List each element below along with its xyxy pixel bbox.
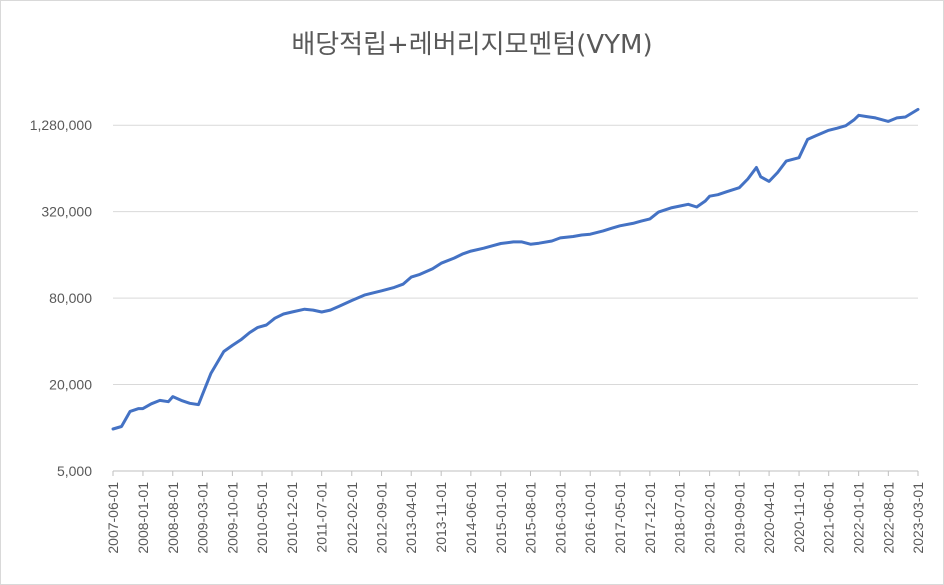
x-tick-label: 2017-05-01 <box>612 482 628 554</box>
x-tick-label: 2013-11-01 <box>433 482 449 553</box>
x-tick-label: 2019-02-01 <box>702 482 718 554</box>
x-tick-label: 2010-12-01 <box>284 482 300 554</box>
x-tick-label: 2022-01-01 <box>851 482 867 554</box>
x-tick-label: 2010-05-01 <box>254 482 270 554</box>
x-tick-label: 2009-10-01 <box>224 482 240 554</box>
x-tick-label: 2009-03-01 <box>194 482 210 554</box>
x-tick-label: 2016-10-01 <box>582 482 598 554</box>
y-tick-label: 320,000 <box>41 204 92 220</box>
y-tick-label: 1,280,000 <box>30 117 92 133</box>
x-tick-label: 2008-01-01 <box>135 482 151 554</box>
x-tick-label: 2014-06-01 <box>463 482 479 554</box>
y-tick-label: 80,000 <box>49 290 92 306</box>
series-line <box>111 107 920 431</box>
x-tick-label: 2015-08-01 <box>522 482 538 554</box>
y-tick-label: 5,000 <box>57 463 92 479</box>
x-tick-label: 2021-06-01 <box>821 482 837 554</box>
x-tick-label: 2023-03-01 <box>910 482 926 554</box>
x-tick-label: 2012-02-01 <box>344 482 360 554</box>
chart-title: 배당적립+레버리지모멘텀(VYM) <box>291 30 653 60</box>
x-tick-label: 2020-04-01 <box>761 482 777 554</box>
x-tick-label: 2019-09-01 <box>731 482 747 554</box>
x-tick-label: 2020-11-01 <box>791 482 807 553</box>
x-tick-label: 2011-07-01 <box>314 482 330 553</box>
x-tick-label: 2022-08-01 <box>880 482 896 554</box>
x-tick-label: 2007-06-01 <box>105 482 121 554</box>
x-tick-label: 2018-07-01 <box>672 482 688 554</box>
x-tick-label: 2012-09-01 <box>374 482 390 554</box>
x-tick-label: 2015-01-01 <box>493 482 509 554</box>
x-tick-label: 2016-03-01 <box>552 482 568 554</box>
x-tick-label: 2017-12-01 <box>642 482 658 554</box>
y-tick-label: 20,000 <box>49 377 92 393</box>
x-tick-label: 2008-08-01 <box>165 482 181 554</box>
x-tick-label: 2013-04-01 <box>403 482 419 554</box>
